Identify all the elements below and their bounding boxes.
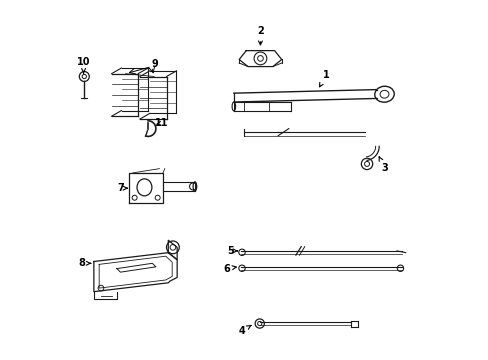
Text: 3: 3 — [378, 157, 387, 172]
Text: 8: 8 — [78, 258, 90, 268]
Text: 10: 10 — [77, 57, 90, 73]
Text: 1: 1 — [319, 71, 329, 87]
Text: 7: 7 — [117, 183, 127, 193]
Text: 4: 4 — [239, 325, 250, 336]
Text: 2: 2 — [257, 26, 264, 45]
Text: 11: 11 — [154, 118, 167, 128]
Text: 5: 5 — [227, 246, 237, 256]
Text: 6: 6 — [223, 264, 236, 274]
Text: 9: 9 — [151, 59, 158, 69]
